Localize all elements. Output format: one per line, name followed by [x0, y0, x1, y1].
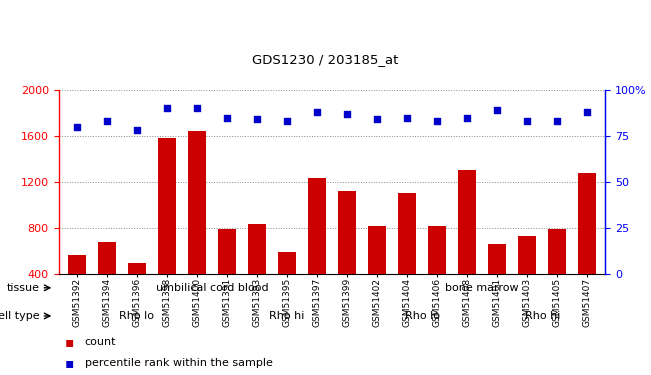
Bar [338, 191, 356, 320]
Bar [578, 172, 596, 320]
Bar [98, 242, 116, 320]
Point [191, 105, 202, 111]
Point [462, 115, 473, 121]
Bar [488, 244, 506, 320]
Bar [368, 225, 386, 320]
Text: ▪: ▪ [65, 356, 74, 370]
Text: Rho lo: Rho lo [405, 311, 439, 321]
Point [522, 118, 533, 124]
Point [252, 116, 262, 122]
Point [132, 128, 142, 134]
Bar [128, 263, 146, 320]
Point [312, 109, 322, 115]
Text: Rho lo: Rho lo [119, 311, 154, 321]
Bar [518, 236, 536, 320]
Bar [218, 229, 236, 320]
Point [342, 111, 352, 117]
Text: ▪: ▪ [65, 335, 74, 350]
Text: bone marrow: bone marrow [445, 283, 519, 293]
Bar [548, 229, 566, 320]
Point [372, 116, 382, 122]
Text: cell type: cell type [0, 311, 40, 321]
Point [72, 124, 82, 130]
Point [432, 118, 443, 124]
Point [582, 109, 592, 115]
Bar [458, 170, 477, 320]
Text: Rho hi: Rho hi [525, 311, 560, 321]
Text: Rho hi: Rho hi [270, 311, 305, 321]
Bar [158, 138, 176, 320]
Point [102, 118, 112, 124]
Point [552, 118, 562, 124]
Point [161, 105, 172, 111]
Bar [428, 225, 446, 320]
Text: tissue: tissue [7, 283, 40, 293]
Point [221, 115, 232, 121]
Bar [278, 252, 296, 320]
Bar [398, 194, 416, 320]
Text: percentile rank within the sample: percentile rank within the sample [85, 358, 273, 368]
Point [282, 118, 292, 124]
Point [492, 107, 503, 113]
Bar [68, 255, 86, 320]
Bar [308, 178, 326, 320]
Point [402, 115, 412, 121]
Bar [187, 131, 206, 320]
Text: count: count [85, 338, 116, 347]
Text: umbilical cord blood: umbilical cord blood [156, 283, 268, 293]
Text: GDS1230 / 203185_at: GDS1230 / 203185_at [253, 53, 398, 66]
Bar [248, 224, 266, 320]
